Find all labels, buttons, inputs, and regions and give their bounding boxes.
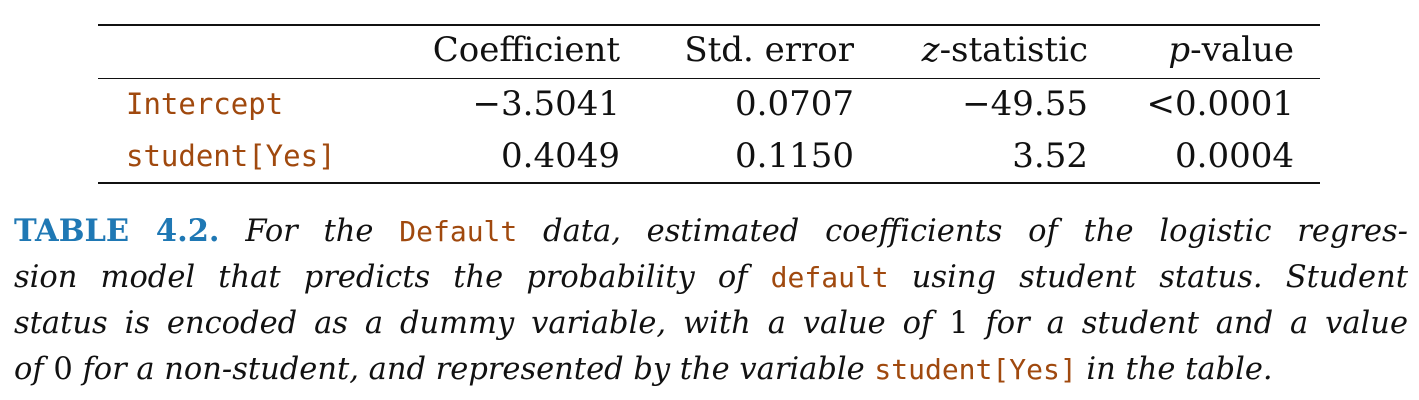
cell-coefficient: 0.4049: [501, 136, 620, 176]
caption-text: status is encoded as a dummy variable, w…: [14, 306, 950, 341]
caption-text: For the: [219, 214, 400, 249]
caption-line: of 0 for a non-student, and represented …: [14, 347, 1408, 393]
dummy-variable-name: student[Yes]: [874, 353, 1077, 386]
table-header-rule: [98, 78, 1320, 80]
table-caption: TABLE 4.2. For the Default data, estimat…: [14, 208, 1408, 393]
row-label-intercept: Intercept: [126, 87, 284, 121]
header-std-error: Std. error: [684, 30, 854, 70]
caption-line: sion model that predicts the probability…: [14, 255, 1408, 301]
caption-line: status is encoded as a dummy variable, w…: [14, 301, 1408, 347]
header-p-value: p-value: [1168, 30, 1294, 70]
table-top-rule: [98, 24, 1320, 26]
cell-z-statistic: −49.55: [962, 84, 1088, 124]
caption-line: TABLE 4.2. For the Default data, estimat…: [14, 208, 1408, 255]
caption-text: in the table.: [1076, 352, 1273, 387]
caption-text: data, estimated coefficients of the logi…: [517, 214, 1408, 249]
dataset-name: Default: [399, 215, 518, 248]
cell-p-value: 0.0004: [1175, 136, 1294, 176]
response-variable: default: [770, 261, 889, 294]
z-rest: -statistic: [939, 30, 1088, 70]
table-label: TABLE 4.2.: [14, 213, 220, 249]
cell-std-error: 0.0707: [735, 84, 854, 124]
caption-text: sion model that predicts the probability…: [14, 260, 771, 295]
caption-number: 0: [53, 352, 73, 387]
caption-text: for a student and a value: [968, 306, 1409, 341]
cell-std-error: 0.1150: [735, 136, 854, 176]
header-coefficient: Coefficient: [432, 30, 620, 70]
cell-coefficient: −3.5041: [472, 84, 620, 124]
caption-number: 1: [949, 306, 969, 341]
cell-z-statistic: 3.52: [1012, 136, 1088, 176]
coefficient-table: Coefficient Std. error z-statistic p-val…: [98, 22, 1320, 186]
caption-text: of: [14, 352, 54, 387]
header-z-statistic: z-statistic: [922, 30, 1088, 70]
caption-text: using student status. Student: [888, 260, 1408, 295]
row-label-student-yes: student[Yes]: [126, 139, 336, 173]
table-bottom-rule: [98, 182, 1320, 184]
p-rest: -value: [1190, 30, 1294, 70]
cell-p-value: <0.0001: [1146, 84, 1294, 124]
p-symbol: p: [1168, 30, 1191, 70]
z-symbol: z: [921, 30, 940, 70]
caption-text: for a non-student, and represented by th…: [72, 352, 875, 387]
